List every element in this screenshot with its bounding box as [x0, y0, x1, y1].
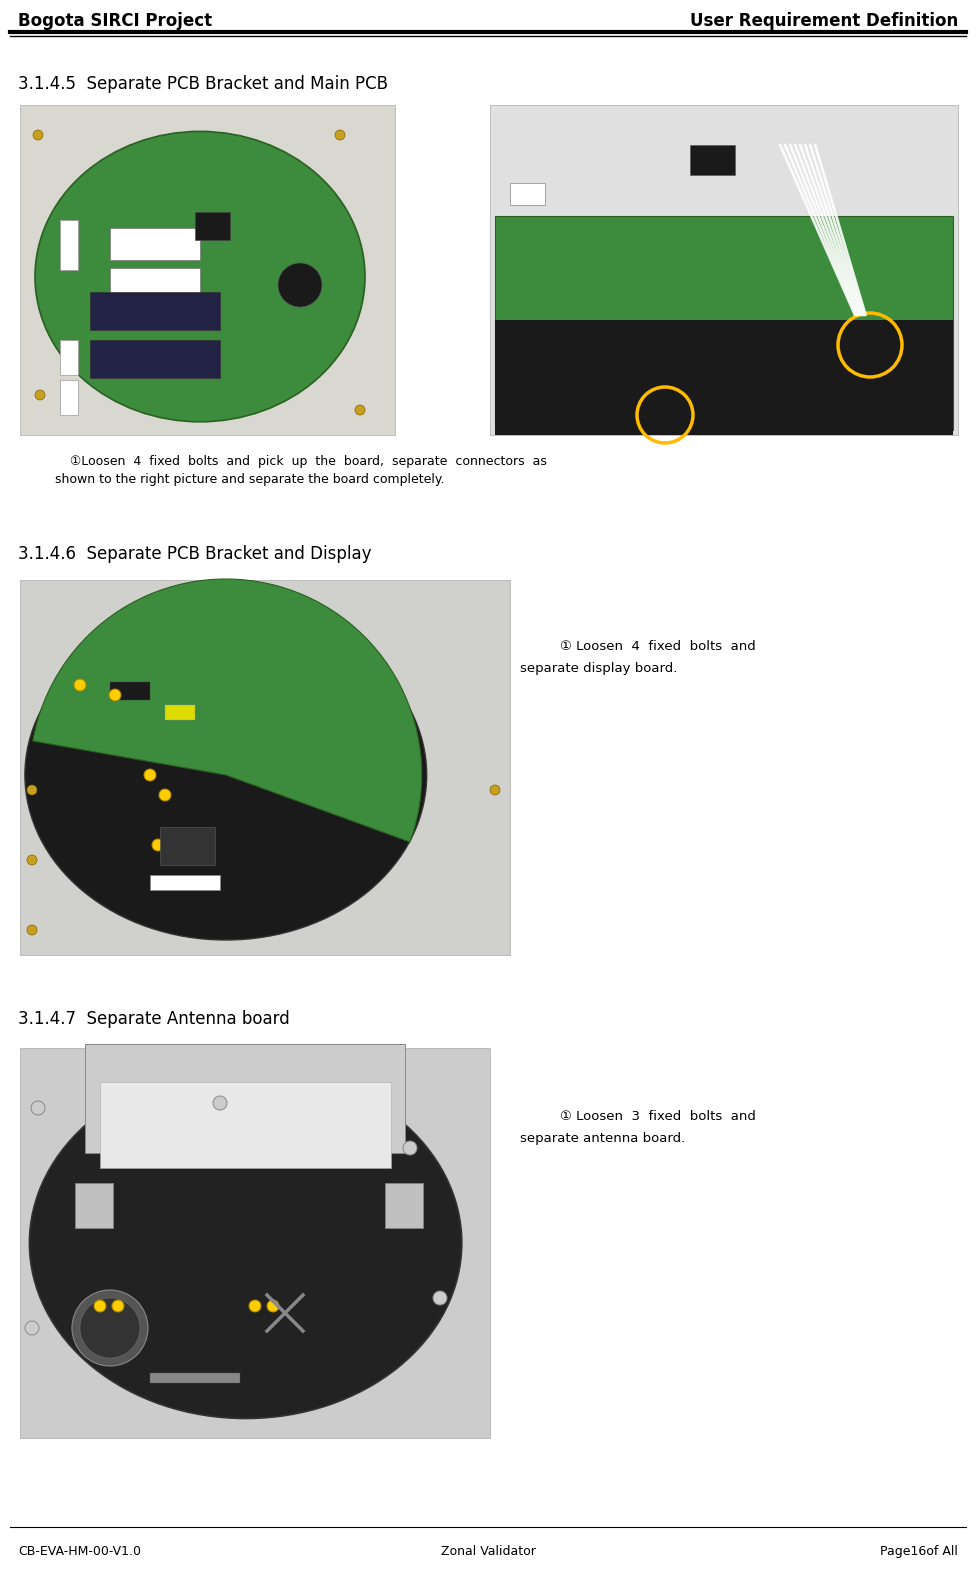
Bar	[60, 340, 78, 375]
Bar	[20, 580, 510, 954]
Circle shape	[94, 1299, 106, 1312]
Circle shape	[144, 769, 156, 781]
Text: ① Loosen  3  fixed  bolts  and: ① Loosen 3 fixed bolts and	[560, 1110, 755, 1123]
Circle shape	[74, 679, 86, 691]
Bar	[690, 145, 735, 175]
Circle shape	[335, 131, 345, 140]
Text: CB-EVA-HM-00-V1.0: CB-EVA-HM-00-V1.0	[18, 1545, 141, 1558]
Circle shape	[213, 1096, 227, 1110]
Bar	[150, 876, 220, 890]
Bar	[195, 213, 230, 239]
Bar	[150, 1373, 240, 1383]
Bar	[495, 216, 953, 430]
Text: ① Loosen  4  fixed  bolts  and: ① Loosen 4 fixed bolts and	[560, 639, 755, 654]
Bar	[110, 228, 200, 260]
Circle shape	[278, 263, 322, 307]
Bar	[110, 268, 200, 299]
Circle shape	[80, 1298, 140, 1358]
Bar	[60, 380, 78, 414]
Circle shape	[112, 1299, 124, 1312]
Text: Bogota SIRCI Project: Bogota SIRCI Project	[18, 13, 212, 30]
Bar	[100, 1082, 391, 1169]
Text: User Requirement Definition: User Requirement Definition	[690, 13, 958, 30]
Wedge shape	[33, 580, 422, 843]
Circle shape	[109, 688, 121, 701]
Bar	[20, 106, 395, 435]
Ellipse shape	[29, 1068, 462, 1419]
Circle shape	[27, 925, 37, 936]
Text: ①Loosen  4  fixed  bolts  and  pick  up  the  board,  separate  connectors  as: ①Loosen 4 fixed bolts and pick up the bo…	[70, 455, 547, 468]
Bar	[90, 291, 220, 331]
Bar	[110, 682, 150, 699]
Circle shape	[403, 1140, 417, 1154]
Bar	[385, 1183, 423, 1228]
Ellipse shape	[25, 610, 427, 940]
Circle shape	[169, 852, 181, 865]
Circle shape	[72, 1290, 148, 1366]
Bar	[160, 827, 215, 865]
Bar	[60, 221, 78, 269]
Text: shown to the right picture and separate the board completely.: shown to the right picture and separate …	[55, 472, 444, 487]
Text: separate antenna board.: separate antenna board.	[520, 1132, 685, 1145]
Text: Zonal Validator: Zonal Validator	[440, 1545, 536, 1558]
Circle shape	[355, 405, 365, 414]
Circle shape	[159, 789, 171, 802]
Bar	[495, 320, 953, 435]
Circle shape	[25, 1321, 39, 1336]
Circle shape	[27, 784, 37, 795]
Circle shape	[35, 391, 45, 400]
Circle shape	[33, 131, 43, 140]
Bar	[510, 183, 545, 205]
Bar	[165, 706, 195, 720]
Text: Page16of All: Page16of All	[880, 1545, 958, 1558]
Bar	[20, 1047, 490, 1438]
Circle shape	[249, 1299, 261, 1312]
Circle shape	[433, 1292, 447, 1306]
Ellipse shape	[35, 131, 365, 422]
Circle shape	[490, 784, 500, 795]
Bar	[90, 340, 220, 378]
Text: 3.1.4.6  Separate PCB Bracket and Display: 3.1.4.6 Separate PCB Bracket and Display	[18, 545, 372, 562]
Bar	[490, 106, 958, 435]
Circle shape	[27, 855, 37, 865]
Bar	[75, 1183, 113, 1228]
Text: separate display board.: separate display board.	[520, 662, 677, 676]
Circle shape	[267, 1299, 279, 1312]
Circle shape	[152, 839, 164, 850]
Text: 3.1.4.5  Separate PCB Bracket and Main PCB: 3.1.4.5 Separate PCB Bracket and Main PC…	[18, 76, 388, 93]
Circle shape	[31, 1101, 45, 1115]
Bar	[85, 1044, 405, 1153]
Text: 3.1.4.7  Separate Antenna board: 3.1.4.7 Separate Antenna board	[18, 1010, 290, 1028]
